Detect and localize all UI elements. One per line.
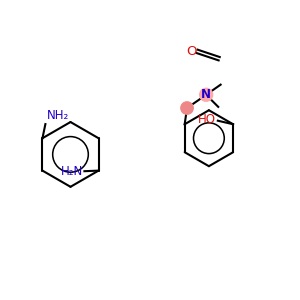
Text: H₂N: H₂N [61, 165, 83, 178]
Text: N: N [201, 88, 211, 101]
Circle shape [200, 88, 213, 101]
Text: HO: HO [198, 113, 216, 126]
Circle shape [181, 102, 193, 114]
Text: O: O [187, 45, 197, 58]
Text: NH₂: NH₂ [47, 109, 69, 122]
